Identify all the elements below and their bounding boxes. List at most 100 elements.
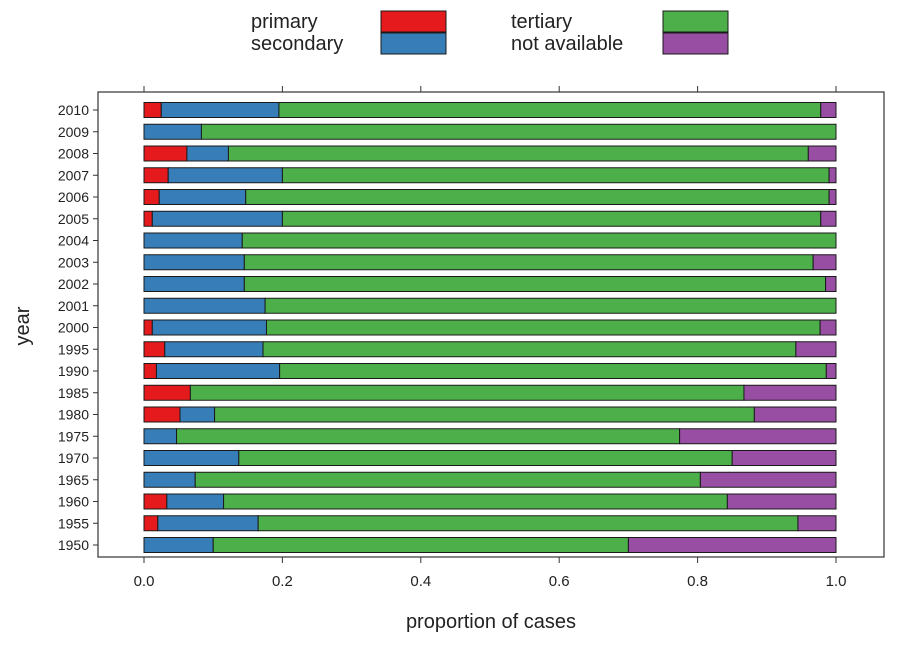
bar-1990-not-available <box>825 363 837 379</box>
bar-1970-not-available <box>731 450 837 466</box>
y-tick-label: 1950 <box>58 537 89 553</box>
bar-1995-secondary <box>164 341 264 358</box>
bar-1960-tertiary <box>223 493 728 510</box>
y-tick-label: 2004 <box>58 233 89 249</box>
bar-1990-secondary <box>155 363 281 379</box>
bar-2010-primary <box>143 102 162 118</box>
bar-1985-tertiary <box>189 384 745 401</box>
bar-1975-not-available <box>679 428 837 445</box>
bar-1980-tertiary <box>214 406 755 423</box>
x-tick-label: 0.8 <box>687 573 708 590</box>
bar-2003-secondary <box>143 254 245 271</box>
y-tick-label: 1980 <box>58 407 89 423</box>
bar-1995-tertiary <box>262 341 797 358</box>
y-tick-label: 1960 <box>58 494 89 510</box>
bar-1955-tertiary <box>257 515 799 532</box>
bar-1985-primary <box>143 384 191 401</box>
y-tick-label: 2005 <box>58 211 89 227</box>
y-tick-label: 2001 <box>58 298 89 314</box>
bar-2002-tertiary <box>243 276 827 292</box>
y-tick-label: 1965 <box>58 472 89 488</box>
bar-1995-primary <box>143 341 166 358</box>
bar-2007-primary <box>143 167 169 184</box>
y-tick-label: 2002 <box>58 276 89 292</box>
bar-1955-not-available <box>797 515 837 532</box>
bar-2000-not-available <box>819 319 837 336</box>
bar-1950-secondary <box>143 537 214 553</box>
bar-1975-secondary <box>143 428 178 445</box>
y-tick-label: 2006 <box>58 189 89 205</box>
bar-1955-secondary <box>157 515 259 532</box>
bar-2000-secondary <box>151 319 267 336</box>
y-tick-label: 1985 <box>58 385 89 401</box>
bar-2008-not-available <box>807 145 837 162</box>
bar-1980-not-available <box>753 406 837 423</box>
bar-1975-tertiary <box>176 428 681 445</box>
bar-2007-tertiary <box>281 167 830 184</box>
bar-2005-secondary <box>151 210 283 227</box>
x-axis: 0.0 0.2 0.4 0.6 0.8 1.0 <box>134 86 847 590</box>
bar-2006-secondary <box>158 189 247 205</box>
plot-frame <box>97 91 885 558</box>
bar-1965-not-available <box>699 471 837 488</box>
bar-2009-tertiary <box>200 123 837 140</box>
bar-2001-secondary <box>143 297 266 314</box>
bar-2010-tertiary <box>278 102 822 118</box>
y-axis: 2010 2009 2008 2007 2006 2005 2004 2003 2002 2001… <box>58 102 98 553</box>
bar-2007-not-available <box>828 167 837 184</box>
x-tick-label: 0.6 <box>549 573 570 590</box>
y-tick-label: 2007 <box>58 167 89 183</box>
bar-1970-secondary <box>143 450 240 466</box>
y-tick-label: 2003 <box>58 254 89 270</box>
legend-swatch-secondary <box>380 32 447 55</box>
x-tick-label: 0.2 <box>272 573 293 590</box>
bar-2006-primary <box>143 189 160 205</box>
legend-swatch-tertiary <box>662 10 729 33</box>
bar-2010-secondary <box>160 102 280 118</box>
bar-2003-not-available <box>812 254 837 271</box>
x-axis-title: proportion of cases <box>406 611 576 633</box>
bar-1995-not-available <box>795 341 837 358</box>
bar-1980-primary <box>143 406 181 423</box>
x-tick-label: 0.0 <box>134 573 155 590</box>
bars-group <box>143 102 837 553</box>
bar-2002-not-available <box>825 276 837 292</box>
bar-2000-tertiary <box>265 319 821 336</box>
bar-2005-primary <box>143 210 153 227</box>
x-tick-label: 0.4 <box>410 573 431 590</box>
bar-2006-not-available <box>828 189 837 205</box>
y-tick-label: 1990 <box>58 363 89 379</box>
x-tick-label: 1.0 <box>826 573 847 590</box>
y-tick-label: 2009 <box>58 124 89 140</box>
bar-1960-secondary <box>166 493 225 510</box>
y-tick-label: 1955 <box>58 515 89 531</box>
bar-1990-primary <box>143 363 157 379</box>
bar-1960-primary <box>143 493 168 510</box>
bar-1950-tertiary <box>212 537 629 553</box>
y-axis-title: year <box>12 306 34 345</box>
bar-2008-tertiary <box>227 145 809 162</box>
bar-2005-not-available <box>820 210 837 227</box>
legend-label-secondary: secondary <box>251 33 343 55</box>
legend-swatch-not-available <box>662 32 729 55</box>
bar-2008-primary <box>143 145 188 162</box>
bar-1990-tertiary <box>279 363 827 379</box>
bar-2004-secondary <box>143 232 243 249</box>
bar-1980-secondary <box>179 406 216 423</box>
legend-swatch-primary <box>380 10 447 33</box>
bar-1970-tertiary <box>238 450 733 466</box>
bar-1965-secondary <box>143 471 196 488</box>
bar-2010-not-available <box>820 102 837 118</box>
y-tick-label: 2008 <box>58 146 89 162</box>
bar-2006-tertiary <box>245 189 830 205</box>
y-tick-label: 2000 <box>58 320 89 336</box>
legend-label-primary: primary <box>251 11 318 33</box>
bar-2009-secondary <box>143 123 202 140</box>
legend-label-tertiary: tertiary <box>511 11 572 33</box>
bar-1955-primary <box>143 515 159 532</box>
y-tick-label: 1975 <box>58 428 89 444</box>
bar-2003-tertiary <box>243 254 814 271</box>
bar-2000-primary <box>143 319 153 336</box>
